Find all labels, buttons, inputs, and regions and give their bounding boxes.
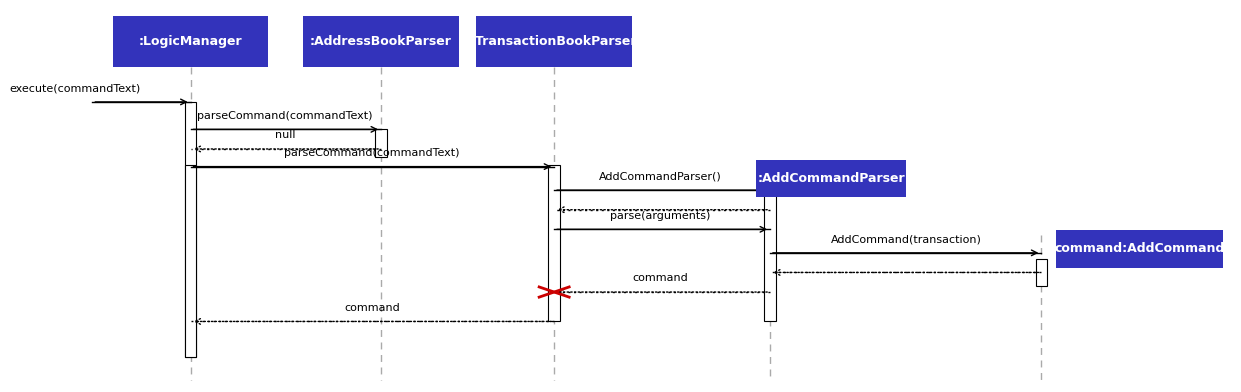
Bar (185, 165, 196, 357)
Text: AddCommandParser(): AddCommandParser() (599, 171, 722, 181)
Text: :AddCommandParser: :AddCommandParser (757, 172, 905, 185)
Text: :LogicManager: :LogicManager (139, 34, 242, 48)
Text: command: command (633, 273, 689, 283)
Bar (756, 160, 906, 197)
Bar (375, 129, 387, 157)
Text: :AddressBookParser: :AddressBookParser (310, 34, 452, 48)
Bar (185, 102, 196, 357)
Text: :TransactionBookParser: :TransactionBookParser (470, 34, 638, 48)
Text: parseCommand(commandText): parseCommand(commandText) (284, 148, 459, 158)
Bar (549, 165, 560, 321)
Bar (1056, 230, 1224, 267)
Text: execute(commandText): execute(commandText) (10, 83, 141, 93)
Text: parseCommand(commandText): parseCommand(commandText) (197, 111, 374, 121)
Bar (477, 16, 632, 67)
Bar (1035, 259, 1047, 286)
Text: command:AddCommand: command:AddCommand (1055, 242, 1225, 256)
Bar (113, 16, 268, 67)
Bar (303, 16, 459, 67)
Text: parse(arguments): parse(arguments) (611, 211, 711, 221)
Text: command: command (344, 303, 400, 313)
Text: null: null (276, 130, 295, 140)
Text: AddCommand(transaction): AddCommand(transaction) (830, 234, 982, 244)
Bar (764, 188, 776, 321)
